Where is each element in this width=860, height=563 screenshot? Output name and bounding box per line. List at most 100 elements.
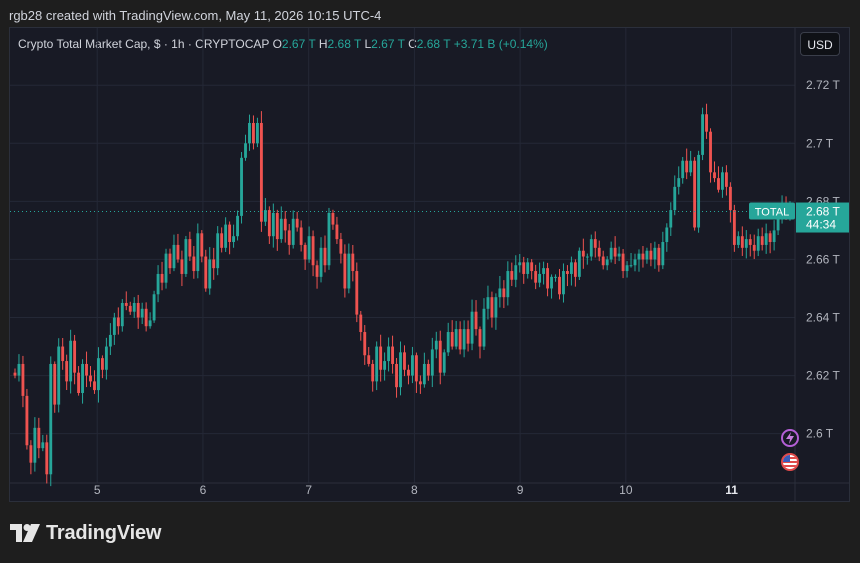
candle <box>339 232 343 264</box>
candle <box>315 260 319 289</box>
candle-body <box>740 236 744 248</box>
candlestick-plot[interactable]: 2.6 T 2.62 T 2.64 T 2.66 T 2.68 T 2.7 T 2.72 T… <box>10 28 850 502</box>
candle <box>335 216 339 244</box>
candle-body <box>709 131 712 173</box>
candle <box>732 204 736 252</box>
candle-body <box>128 305 132 312</box>
low-value: 2.67 T <box>371 37 405 51</box>
candle-body <box>391 346 394 364</box>
flash-icon[interactable] <box>781 429 799 447</box>
candle <box>69 329 73 394</box>
candle <box>180 250 184 287</box>
candle-body <box>609 247 613 260</box>
candle-body <box>180 259 184 274</box>
chart-panel[interactable]: Crypto Total Market Cap, $ · 1h · CRYPTO… <box>9 27 850 502</box>
candle-body <box>538 273 542 283</box>
y-axis-labels: 2.6 T 2.62 T 2.64 T 2.66 T 2.68 T 2.7 T 2.72 T <box>806 78 840 440</box>
candle-body <box>693 160 697 228</box>
candle <box>530 259 534 280</box>
y-tick-label: 2.64 T <box>806 311 840 325</box>
candle <box>311 230 315 277</box>
candle-body <box>295 218 299 228</box>
candle <box>192 245 196 279</box>
candle-body <box>244 143 247 158</box>
candle-body <box>677 178 681 187</box>
candle-body <box>303 244 307 260</box>
candle <box>756 228 760 257</box>
candle-body <box>498 288 502 298</box>
candle-body <box>633 259 637 266</box>
candle-body <box>514 265 518 280</box>
candle <box>303 242 307 270</box>
candle-body <box>315 265 319 277</box>
candle <box>669 202 673 236</box>
candle <box>41 434 45 452</box>
candle <box>593 231 597 258</box>
candle-body <box>136 302 140 318</box>
candle <box>470 299 474 351</box>
candle-body <box>768 233 772 243</box>
candle-body <box>756 236 760 251</box>
candle <box>625 261 629 278</box>
candle <box>184 235 188 277</box>
candle-body <box>188 239 192 257</box>
candle-body <box>403 352 406 370</box>
candle-body <box>49 363 53 475</box>
candle-body <box>760 236 764 245</box>
candle-body <box>160 273 164 283</box>
candle-body <box>25 395 29 446</box>
candle-body <box>45 442 49 475</box>
candle <box>73 334 77 385</box>
candle-body <box>625 265 629 272</box>
brand-name: TradingView <box>46 521 162 544</box>
candle <box>573 259 577 287</box>
candle <box>657 244 661 272</box>
candle-body <box>359 314 363 333</box>
candle-body <box>65 361 69 382</box>
open-value: 2.67 T <box>281 37 316 51</box>
candle <box>387 337 391 372</box>
candle-body <box>585 256 589 258</box>
candle-body <box>717 178 720 190</box>
candle-body <box>319 247 323 277</box>
candle <box>768 230 772 254</box>
candle <box>736 231 740 249</box>
candle-body <box>434 340 438 350</box>
candle <box>240 152 243 224</box>
candle-body <box>697 154 701 228</box>
candle-body <box>184 239 188 274</box>
currency-button[interactable]: USD <box>800 32 840 56</box>
candle <box>100 355 104 379</box>
us-flag-icon[interactable] <box>781 453 799 471</box>
candle-body <box>534 271 538 283</box>
candle-body <box>597 247 601 257</box>
candle <box>57 338 61 413</box>
candle-body <box>383 361 387 370</box>
candle-body <box>279 218 283 240</box>
y-tick-label: 2.62 T <box>806 369 840 383</box>
candle <box>724 165 728 196</box>
candle <box>685 148 689 180</box>
candle <box>224 217 228 252</box>
candle <box>426 359 430 381</box>
candle <box>717 166 720 193</box>
candle <box>613 236 617 265</box>
candle-body <box>108 334 112 347</box>
candle-body <box>438 340 442 373</box>
candle-body <box>736 236 740 245</box>
close-value: 2.68 T <box>416 37 451 51</box>
candle-body <box>375 346 379 382</box>
candle <box>228 221 232 255</box>
candle <box>478 326 482 359</box>
candle-body <box>414 355 418 382</box>
candle-body <box>689 160 693 173</box>
candle-body <box>411 355 414 376</box>
candle-body <box>705 114 708 132</box>
candle <box>287 224 291 255</box>
candle <box>232 224 236 248</box>
candle <box>728 182 732 223</box>
candle <box>474 300 478 336</box>
candle-body <box>208 259 212 289</box>
candle <box>629 252 633 268</box>
candle-body <box>335 224 339 240</box>
